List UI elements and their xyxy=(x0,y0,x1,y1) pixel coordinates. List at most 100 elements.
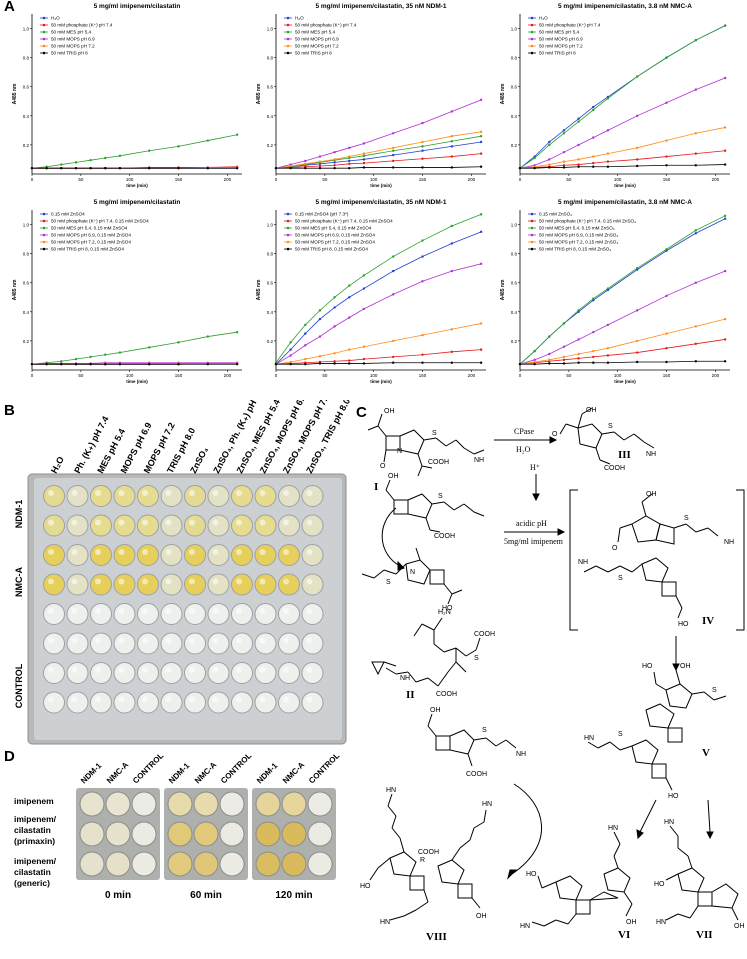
data-point xyxy=(289,360,292,364)
legend-marker xyxy=(42,240,46,244)
data-point xyxy=(304,166,307,170)
scheme-c: OH O COOH N S NH OH O S COOH NH OH S COO… xyxy=(356,404,746,954)
data-point xyxy=(318,155,322,158)
data-point xyxy=(333,352,336,355)
legend-entry: 50 mM MOPS pH 6.9, 0.15 mM ZnSO4 xyxy=(295,233,375,238)
plate-well xyxy=(66,662,89,684)
data-point xyxy=(104,166,107,170)
data-point xyxy=(665,101,668,104)
data-point xyxy=(318,354,322,358)
plate-well xyxy=(113,662,136,684)
data-point xyxy=(577,117,580,120)
plate-well xyxy=(278,514,300,537)
data-point xyxy=(548,335,551,338)
plate-well xyxy=(66,632,89,655)
data-point xyxy=(479,165,483,168)
atom-hn-8b: HN xyxy=(482,801,492,808)
legend-marker xyxy=(286,30,290,34)
data-point xyxy=(450,145,454,148)
data-point xyxy=(421,333,424,337)
data-point xyxy=(333,362,336,365)
tube-well xyxy=(131,851,157,877)
plate-well xyxy=(207,662,230,684)
well-highlight xyxy=(142,637,148,644)
atom-s-5b: S xyxy=(618,731,623,738)
x-tick-label: 200 xyxy=(224,177,232,182)
data-point xyxy=(518,362,522,366)
atom-s-4b: S xyxy=(618,575,623,582)
data-point xyxy=(723,338,727,341)
tube-column-label: NMC-A xyxy=(281,760,306,785)
x-tick-label: 150 xyxy=(175,177,183,182)
atom-n-1: N xyxy=(397,448,402,455)
well-highlight xyxy=(189,696,195,703)
y-axis-label: A485 nm xyxy=(12,83,18,104)
data-point xyxy=(333,166,336,170)
data-point xyxy=(592,330,595,334)
series-line xyxy=(519,339,726,365)
data-point xyxy=(592,355,595,359)
data-point xyxy=(89,158,92,162)
plate-well xyxy=(113,544,136,566)
legend-marker xyxy=(42,30,46,34)
data-point xyxy=(118,154,122,158)
well-highlight xyxy=(189,637,195,644)
well-highlight xyxy=(259,549,266,555)
well-highlight xyxy=(306,490,313,496)
plate-well xyxy=(66,485,89,507)
data-point xyxy=(665,332,668,335)
legend-entry: 50 mM phosphate (K⁺) pH 7.4 xyxy=(295,23,357,28)
time-label: 0 min xyxy=(105,890,131,901)
data-point xyxy=(518,166,522,170)
plate-well xyxy=(160,691,183,714)
data-point xyxy=(348,146,351,150)
atom-nh-m: NH xyxy=(516,751,526,758)
data-point xyxy=(206,362,210,366)
legend-marker xyxy=(42,212,46,216)
data-point xyxy=(450,140,454,143)
data-point xyxy=(274,362,278,366)
photo-panel-d: NDM-1 NMC-A CONTROL 0 min NDM-1 NMC-A CONTROL 6… xyxy=(10,748,350,954)
data-point xyxy=(606,361,610,364)
data-point xyxy=(636,158,639,161)
plate-well xyxy=(90,603,112,625)
atom-nh-3: NH xyxy=(646,451,656,458)
data-point xyxy=(362,357,366,361)
data-point xyxy=(479,152,483,155)
data-point xyxy=(289,348,292,351)
data-point xyxy=(450,110,454,113)
y-tick-label: 0.8 xyxy=(23,56,30,61)
atom-nh-4b: NH xyxy=(724,539,734,546)
plate-well xyxy=(43,544,65,566)
plate-well xyxy=(184,691,206,714)
atom-s-m: S xyxy=(482,727,487,734)
y-tick-label: 0.2 xyxy=(23,339,30,344)
plate-well xyxy=(254,573,277,596)
data-point xyxy=(694,229,698,232)
legend-entry: 50 mM TRIS pH 8, 0.15 mM ZnSO₄ xyxy=(539,247,611,252)
compound-v: V xyxy=(702,747,710,759)
data-point xyxy=(479,348,483,351)
data-point xyxy=(479,134,483,138)
tube-well xyxy=(193,851,219,877)
data-point xyxy=(392,269,395,273)
plate-well xyxy=(207,691,230,714)
y-tick-label: 0.4 xyxy=(23,114,30,119)
tube-column-label: NDM-1 xyxy=(167,761,192,786)
well-highlight xyxy=(283,490,289,496)
data-point xyxy=(304,162,307,166)
well-highlight xyxy=(118,549,125,555)
tube-well xyxy=(79,851,105,877)
atom-nh-2: NH xyxy=(400,675,410,682)
tube-well xyxy=(307,851,333,877)
data-point xyxy=(392,146,395,150)
atom-s-3: S xyxy=(608,423,613,430)
plate-well xyxy=(184,603,206,625)
data-point xyxy=(479,322,483,325)
series-line xyxy=(275,349,482,365)
data-point xyxy=(304,357,307,361)
well-highlight xyxy=(236,637,242,644)
data-point xyxy=(694,232,698,235)
data-point xyxy=(694,325,698,328)
plate-well xyxy=(160,514,183,537)
